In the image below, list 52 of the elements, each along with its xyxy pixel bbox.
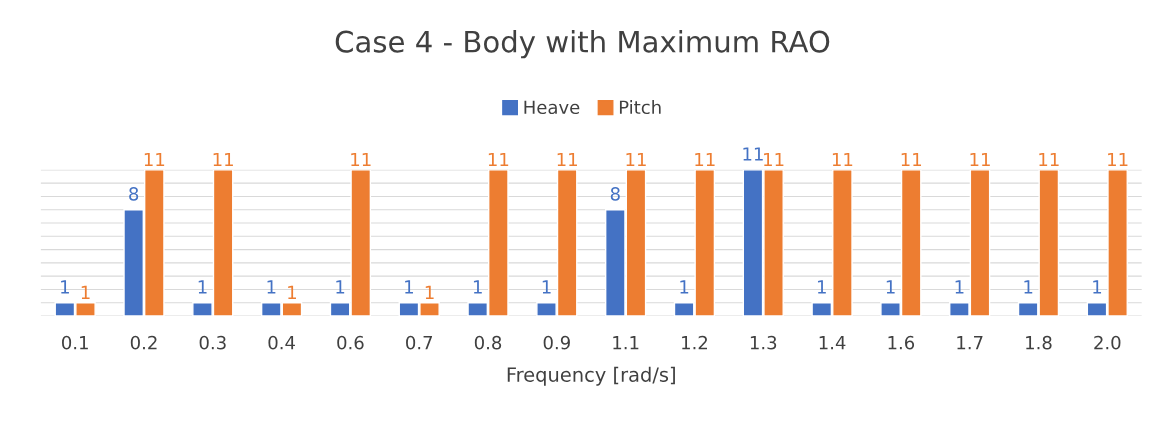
data-label: 1	[61, 280, 69, 294]
data-label: 11	[626, 152, 646, 167]
data-label: 11	[144, 152, 165, 167]
x-tick-label: 1.2	[682, 335, 707, 350]
chart-title: Case 4 - Body with Maximum RAO	[335, 30, 830, 59]
data-label: 8	[610, 187, 620, 201]
x-tick-label: 0.2	[130, 335, 157, 350]
data-label: 1	[1093, 280, 1102, 294]
data-label: 1	[955, 280, 964, 294]
x-tick-label: 1.8	[1026, 335, 1052, 350]
x-tick-label: 0.1	[62, 335, 88, 350]
data-label: 11	[970, 152, 990, 167]
x-axis-title: Frequency [rad/s]	[507, 366, 675, 386]
x-tick-label: 0.6	[337, 335, 364, 350]
x-tick-label: 1.3	[750, 335, 777, 350]
data-label: 11	[213, 152, 233, 167]
data-label: 1	[425, 285, 434, 299]
data-label: 1	[473, 280, 482, 294]
data-label: 11	[901, 152, 922, 167]
data-label: 11	[557, 152, 577, 167]
x-tick-label: 1.6	[888, 335, 915, 350]
x-tick-label: 1.1	[613, 336, 639, 350]
data-label: 11	[695, 152, 715, 167]
data-label: 1	[198, 280, 207, 294]
x-tick-label: 0.9	[543, 335, 570, 350]
data-label: 11	[832, 152, 853, 167]
data-label: 11	[1108, 152, 1128, 167]
data-label: 1	[817, 280, 826, 294]
data-label: 1	[267, 280, 276, 294]
data-label: 11	[351, 152, 371, 167]
data-label: 1	[886, 280, 895, 294]
x-tick-label: 0.3	[199, 335, 226, 350]
legend-label: Pitch	[619, 100, 661, 115]
data-label: 1	[680, 280, 689, 294]
x-tick-label: 1.4	[819, 336, 846, 350]
data-label: 8	[129, 187, 139, 201]
x-tick-label: 0.8	[474, 335, 502, 350]
data-label: 11	[743, 147, 763, 161]
data-label: 11	[1039, 152, 1059, 167]
data-label: 1	[81, 285, 90, 299]
x-tick-label: 0.7	[406, 335, 433, 350]
x-tick-label: 2.0	[1094, 335, 1121, 350]
x-tick-label: 1.7	[957, 336, 983, 350]
data-label: 1	[542, 280, 551, 294]
data-label: 11	[488, 152, 509, 167]
data-label: 1	[336, 280, 345, 294]
data-label: 1	[1024, 280, 1033, 294]
x-tick-label: 0.4	[268, 335, 295, 350]
data-label: 11	[764, 152, 784, 167]
data-label: 1	[288, 285, 296, 299]
legend-label: Heave	[524, 100, 580, 115]
data-label: 1	[405, 280, 413, 294]
